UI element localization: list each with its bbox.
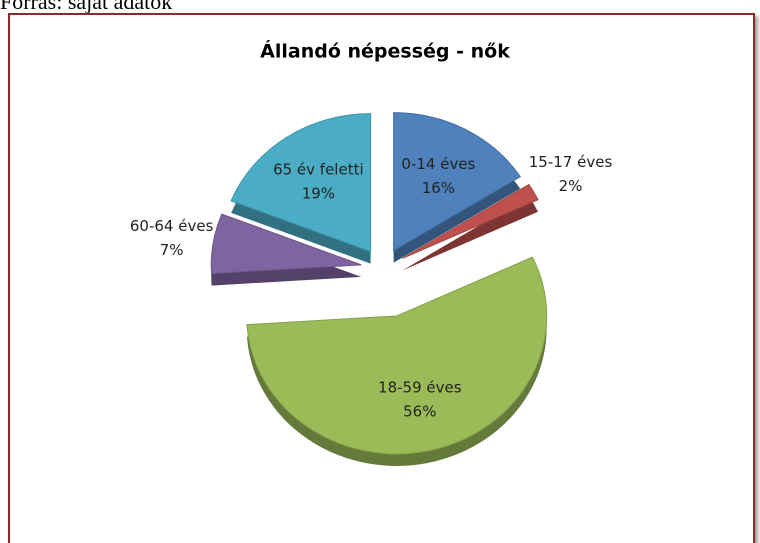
slice-value-label: 56% xyxy=(403,402,436,420)
slice xyxy=(210,213,362,275)
slice-value-label: 16% xyxy=(422,179,455,197)
slice-value-label: 19% xyxy=(302,184,335,202)
slice-value-label: 7% xyxy=(160,241,184,259)
slice xyxy=(246,256,548,455)
chart-title: Állandó népesség - nők xyxy=(260,40,510,63)
slice-label: 0-14 éves xyxy=(401,155,475,173)
slice xyxy=(393,112,521,252)
slice-side xyxy=(402,196,539,271)
slice xyxy=(402,183,539,259)
slice xyxy=(230,113,372,253)
slice-label: 15-17 éves xyxy=(529,153,613,171)
slice-label: 18-59 éves xyxy=(378,378,462,396)
slice-label: 60-64 éves xyxy=(130,217,214,235)
slice-value-label: 2% xyxy=(559,177,583,195)
source-note: Forrás: saját adatok xyxy=(0,0,172,14)
slice-label: 65 év feletti xyxy=(273,160,364,178)
